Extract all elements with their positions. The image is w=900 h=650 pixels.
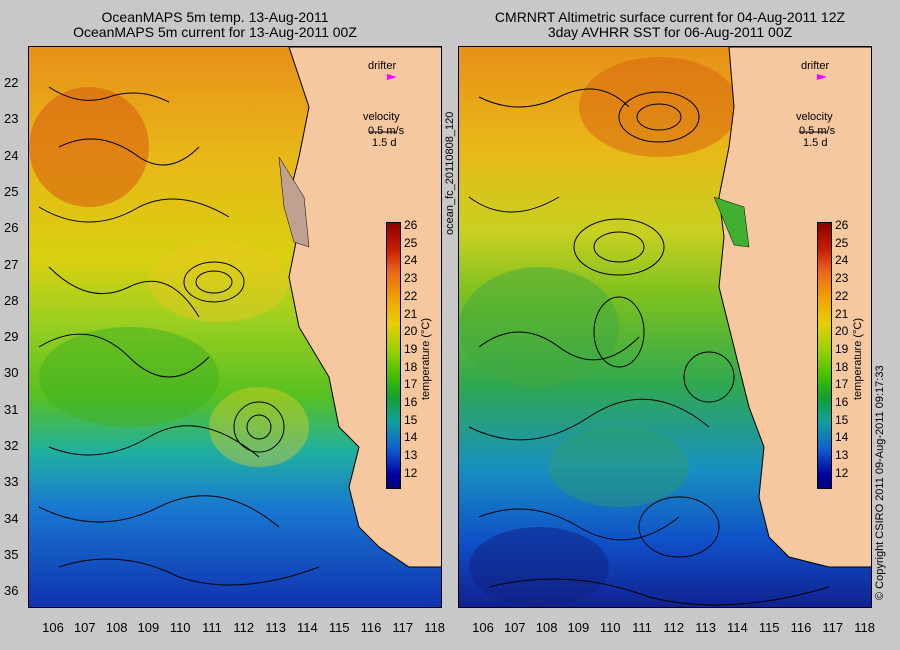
latitude-tick-label: 27	[4, 256, 19, 272]
left-longitude-tick-label: 113	[265, 620, 286, 635]
left-longitude-tick-label: 114	[297, 620, 318, 635]
left-colorbar-tick: 23	[404, 271, 418, 286]
left-colorbar-tick: 26	[404, 218, 418, 232]
latitude-tick-label: 28	[4, 292, 19, 308]
right-colorbar-tick: 19	[835, 341, 849, 356]
right-drifter-arrow-icon	[817, 74, 827, 80]
left-longitude-tick-label: 117	[392, 620, 414, 635]
left-drifter-label: drifter	[368, 60, 397, 72]
latitude-tick-label: 32	[4, 438, 19, 453]
right-title-2: 3day AVHRR SST for 06-Aug-2011 00Z	[547, 24, 793, 40]
left-velocity-duration: 1.5 d	[372, 137, 397, 149]
left-colorbar-tick: 22	[404, 288, 418, 303]
right-longitude-tick-label: 114	[727, 620, 748, 635]
left-longitude-tick-label: 108	[105, 620, 128, 635]
right-current-streamlines	[468, 88, 830, 606]
right-longitude-tick-label: 118	[854, 620, 875, 635]
left-longitude-tick-label: 112	[233, 620, 255, 635]
run-id-label: ocean_fc_20110808_120	[444, 111, 456, 235]
right-colorbar-tick: 24	[835, 253, 849, 268]
left-colorbar-tick: 19	[404, 341, 418, 356]
right-colorbar-tick: 20	[835, 324, 849, 339]
left-colorbar-tick: 17	[404, 377, 418, 392]
latitude-tick-label: 35	[4, 546, 19, 562]
right-longitude-tick-label: 113	[695, 620, 716, 635]
latitude-tick-label: 33	[4, 474, 19, 490]
left-longitude-tick-label: 116	[360, 620, 382, 635]
right-longitude-tick-label: 112	[663, 620, 685, 635]
right-colorbar-tick: 18	[835, 359, 849, 374]
right-colorbar-tick: 22	[835, 288, 849, 303]
left-colorbar-tick: 16	[404, 395, 418, 409]
right-longitude-tick-label: 111	[632, 620, 652, 635]
latitude-tick-label: 24	[4, 147, 19, 163]
left-colorbar	[386, 222, 401, 489]
right-colorbar-tick: 15	[835, 412, 849, 427]
latitude-tick-label: 31	[4, 401, 19, 417]
latitude-tick-label: 23	[4, 111, 19, 127]
left-longitude-tick-label: 109	[137, 620, 160, 635]
right-longitude-tick-label: 108	[535, 620, 558, 635]
copyright-label: © Copyright CSIRO 2011 09-Aug-2011 09:17…	[874, 365, 886, 600]
left-colorbar-tick: 20	[404, 324, 418, 339]
right-longitude-tick-label: 117	[822, 620, 844, 635]
latitude-tick-label: 25	[4, 183, 19, 199]
left-map-graphic	[29, 47, 441, 607]
left-longitude-tick-label: 110	[169, 620, 191, 635]
right-map-graphic	[459, 47, 871, 607]
left-colorbar-tick: 24	[404, 253, 418, 268]
right-colorbar-tick: 17	[835, 377, 849, 392]
left-velocity-label: velocity	[363, 111, 400, 123]
drifter-arrow-icon	[387, 74, 397, 80]
left-longitude-tick-label: 106	[42, 620, 64, 635]
left-colorbar-tick: 25	[404, 235, 418, 250]
left-longitude-tick-label: 115	[328, 620, 350, 635]
left-title-2: OceanMAPS 5m current for 13-Aug-2011 00Z	[73, 24, 357, 40]
latitude-tick-label: 22	[4, 75, 19, 90]
left-colorbar-tick: 18	[404, 359, 418, 374]
right-title-1: CMRNRT Altimetric surface current for 04…	[494, 9, 846, 25]
right-longitude-tick-label: 106	[472, 620, 494, 635]
right-velocity-duration: 1.5 d	[803, 137, 828, 149]
right-colorbar-tick: 14	[835, 430, 849, 445]
right-colorbar-tick: 21	[835, 306, 849, 321]
right-colorbar-tick: 25	[835, 235, 849, 250]
latitude-tick-label: 26	[4, 220, 19, 236]
left-colorbar-tick: 21	[404, 306, 418, 321]
left-colorbar-tick: 12	[404, 465, 418, 480]
right-map-panel	[458, 46, 872, 608]
left-colorbar-tick: 15	[404, 412, 418, 427]
left-colorbar-label: temperature (°C)	[420, 317, 432, 400]
right-colorbar-label: temperature (°C)	[852, 317, 864, 400]
latitude-tick-label: 34	[4, 510, 19, 526]
latitude-tick-label: 36	[4, 583, 19, 599]
left-map-panel	[28, 46, 442, 608]
right-longitude-tick-label: 107	[503, 620, 526, 635]
right-velocity-label: velocity	[796, 111, 833, 123]
right-longitude-tick-label: 116	[790, 620, 812, 635]
left-longitude-tick-label: 111	[202, 620, 222, 635]
left-title-1: OceanMAPS 5m temp. 13-Aug-2011	[101, 9, 329, 25]
right-colorbar-tick: 13	[835, 448, 849, 463]
right-colorbar-tick: 16	[835, 395, 849, 409]
right-colorbar	[817, 222, 832, 489]
left-velocity-scale: 0.5 m/s	[368, 125, 405, 137]
left-colorbar-tick: 13	[404, 448, 418, 463]
right-velocity-scale: 0.5 m/s	[799, 125, 836, 137]
right-longitude-tick-label: 110	[599, 620, 621, 635]
latitude-tick-label: 30	[4, 365, 19, 381]
right-colorbar-tick: 12	[835, 465, 849, 480]
right-longitude-tick-label: 109	[567, 620, 590, 635]
current-streamlines	[38, 86, 320, 586]
left-longitude-tick-label: 118	[424, 620, 445, 635]
latitude-tick-label: 29	[4, 329, 19, 345]
right-longitude-tick-label: 115	[758, 620, 780, 635]
left-longitude-tick-label: 107	[73, 620, 96, 635]
right-colorbar-tick: 26	[835, 218, 849, 232]
right-drifter-label: drifter	[801, 60, 830, 72]
right-colorbar-tick: 23	[835, 271, 849, 286]
left-colorbar-tick: 14	[404, 430, 418, 445]
